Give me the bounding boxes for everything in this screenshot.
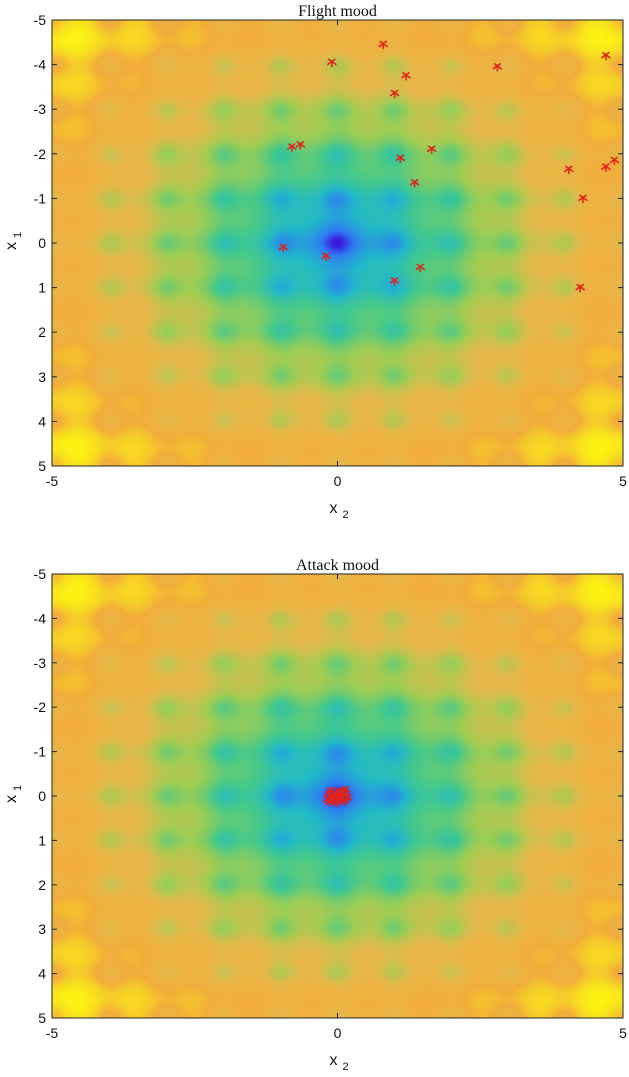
y-tick-label: -1	[34, 190, 47, 206]
agent-marker	[278, 243, 289, 253]
agent-marker	[395, 154, 406, 164]
y-tick-label: 4	[38, 413, 46, 429]
chart-title: Attack mood	[296, 557, 379, 574]
agent-marker	[409, 179, 420, 188]
agent-marker	[286, 143, 297, 152]
x-tick-label: 0	[334, 1025, 342, 1041]
surface-heatmap	[52, 20, 623, 466]
agent-marker	[609, 156, 620, 166]
y-tick-label: -2	[34, 146, 47, 162]
chart-title: Flight mood	[298, 3, 377, 20]
y-tick-label: -3	[34, 101, 47, 117]
y-tick-label: 3	[38, 369, 46, 385]
x-tick-label: 0	[334, 473, 342, 489]
x-tick-label: 5	[619, 1025, 627, 1041]
y-tick-label: 5	[38, 1010, 46, 1026]
y-tick-label: 3	[38, 921, 46, 937]
y-tick-label: -1	[34, 744, 47, 760]
x-axis-label: x	[330, 500, 338, 517]
y-tick-label: 2	[38, 877, 46, 893]
y-axis-label: x	[3, 795, 20, 803]
agent-marker	[342, 794, 353, 804]
y-axis-label-subscript: 1	[12, 232, 24, 238]
agent-marker	[563, 165, 574, 175]
y-tick-label: 5	[38, 458, 46, 474]
agent-marker	[340, 785, 351, 795]
agent-marker	[415, 263, 426, 273]
agent-marker	[378, 40, 389, 50]
agent-marker	[324, 798, 335, 808]
agent-marker	[601, 51, 611, 61]
agent-markers	[278, 40, 620, 293]
y-axis-label-group: x1	[3, 785, 24, 803]
y-tick-label: -4	[34, 610, 47, 626]
y-tick-label: 4	[38, 966, 46, 982]
agent-marker	[601, 163, 611, 172]
agent-marker	[295, 141, 306, 150]
x-tick-label: -5	[46, 473, 59, 489]
agent-marker	[321, 252, 331, 262]
agent-marker	[492, 63, 503, 72]
agent-marker	[326, 58, 337, 68]
y-tick-label: 1	[38, 832, 46, 848]
agent-markers	[322, 785, 353, 808]
y-tick-label: 0	[38, 788, 46, 804]
agent-marker	[578, 194, 588, 204]
y-axis-label-group: x1	[3, 232, 24, 250]
agent-marker	[401, 72, 411, 81]
x-tick-label: -5	[46, 1025, 59, 1041]
agent-marker	[426, 145, 437, 155]
x-axis-label-subscript: 2	[343, 509, 349, 521]
y-tick-label: -2	[34, 699, 47, 715]
y-tick-label: -5	[34, 12, 47, 28]
y-tick-label: -3	[34, 655, 47, 671]
x-axis-label: x	[330, 1052, 338, 1069]
y-tick-label: 2	[38, 324, 46, 340]
agent-marker	[332, 792, 343, 801]
agent-marker	[389, 277, 400, 286]
y-axis-label-subscript: 1	[12, 785, 24, 791]
y-axis-label: x	[3, 242, 20, 250]
x-axis-label-subscript: 2	[343, 1061, 349, 1073]
agent-marker	[575, 283, 586, 293]
y-tick-label: -5	[34, 566, 47, 582]
y-tick-label: -4	[34, 57, 47, 73]
y-tick-label: 1	[38, 280, 46, 296]
x-tick-label: 5	[619, 473, 627, 489]
y-tick-label: 0	[38, 235, 46, 251]
agent-marker	[389, 89, 400, 99]
